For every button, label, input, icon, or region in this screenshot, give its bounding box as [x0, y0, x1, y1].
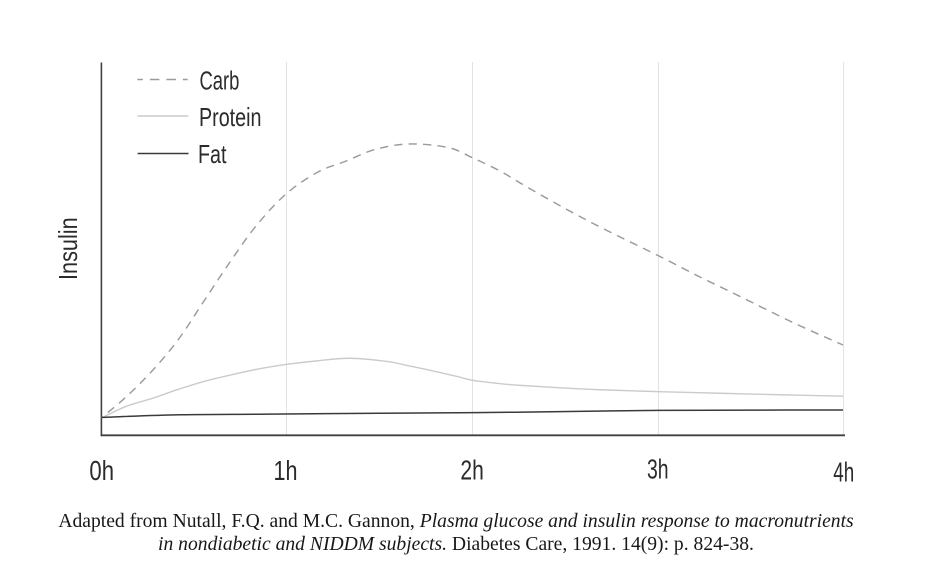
svg-text:Fat: Fat	[198, 139, 227, 168]
svg-text:Insulin: Insulin	[55, 217, 83, 280]
svg-text:2h: 2h	[460, 456, 483, 486]
svg-text:Protein: Protein	[199, 102, 261, 131]
svg-text:1h: 1h	[274, 457, 298, 487]
svg-text:0h: 0h	[89, 457, 114, 487]
svg-text:3h: 3h	[647, 455, 669, 485]
svg-text:4h: 4h	[833, 457, 854, 487]
svg-text:Carb: Carb	[200, 65, 240, 95]
